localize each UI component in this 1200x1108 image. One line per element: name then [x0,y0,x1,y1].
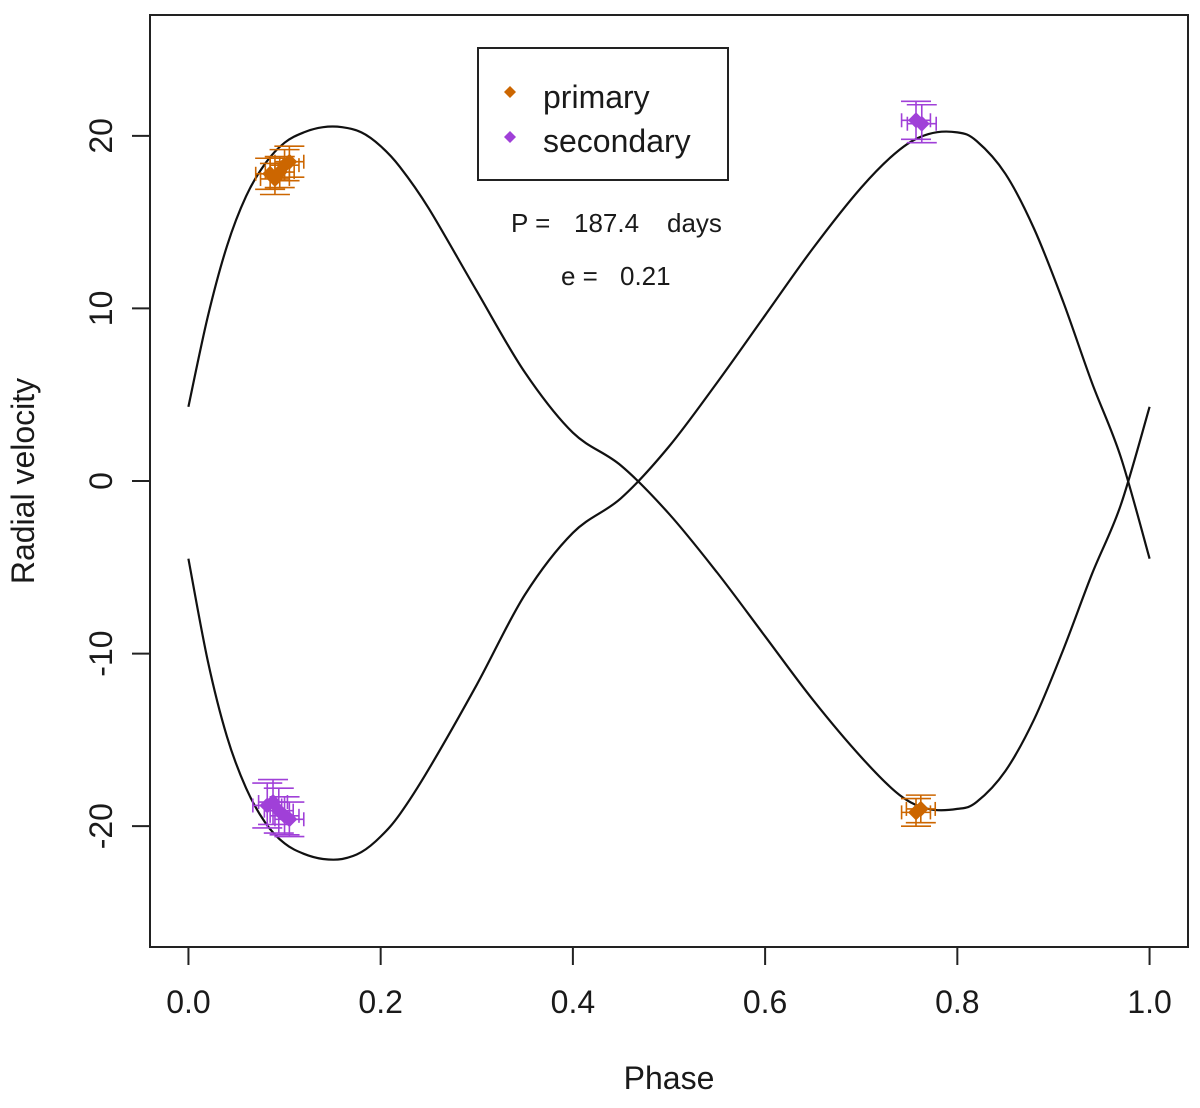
data-point-primary [905,794,937,824]
x-tick-label: 0.4 [551,984,595,1020]
period-unit: days [667,208,722,238]
legend-marker-primary [504,86,516,98]
marker-primary [912,800,929,817]
y-axis-title: Radial velocity [5,378,41,584]
legend-box [477,47,729,181]
marker-secondary [913,115,930,132]
data-points [252,100,937,838]
eccentricity-label: e = [561,261,598,291]
period-annotation: P = 187.4 days [511,208,722,238]
y-tick-label: -20 [83,803,119,849]
data-point-secondary [900,100,932,141]
x-tick-label: 0.0 [166,984,210,1020]
marker-primary [281,153,298,170]
y-tick-label: -10 [83,630,119,676]
data-point-primary [274,145,305,179]
legend-label-secondary: secondary [543,123,691,159]
legend-label-primary: primary [543,79,650,115]
y-tick-label: 0 [83,472,119,490]
data-point-secondary [274,801,305,838]
x-tick-label: 0.2 [358,984,402,1020]
data-point-secondary [906,103,937,144]
x-tick-label: 0.6 [743,984,787,1020]
period-value: 187.4 [574,208,639,238]
fit-curve-primary [187,125,1151,812]
fit-curves [187,125,1151,861]
x-axis-title: Phase [624,1060,715,1096]
marker-secondary [281,811,298,828]
legend: primary secondary [477,47,729,181]
legend-marker-secondary [504,131,516,143]
x-tick-label: 0.8 [935,984,979,1020]
period-label: P = [511,208,550,238]
eccentricity-annotation: e = 0.21 [561,261,671,291]
eccentricity-value: 0.21 [620,261,671,291]
fit-curve-secondary [187,130,1151,861]
x-tick-label: 1.0 [1127,984,1171,1020]
x-axis: 0.0 0.2 0.4 0.6 0.8 1.0 [166,946,1172,1020]
y-tick-label: 20 [83,118,119,154]
y-axis: -20 -10 0 10 20 [83,118,151,849]
y-tick-label: 10 [83,291,119,327]
